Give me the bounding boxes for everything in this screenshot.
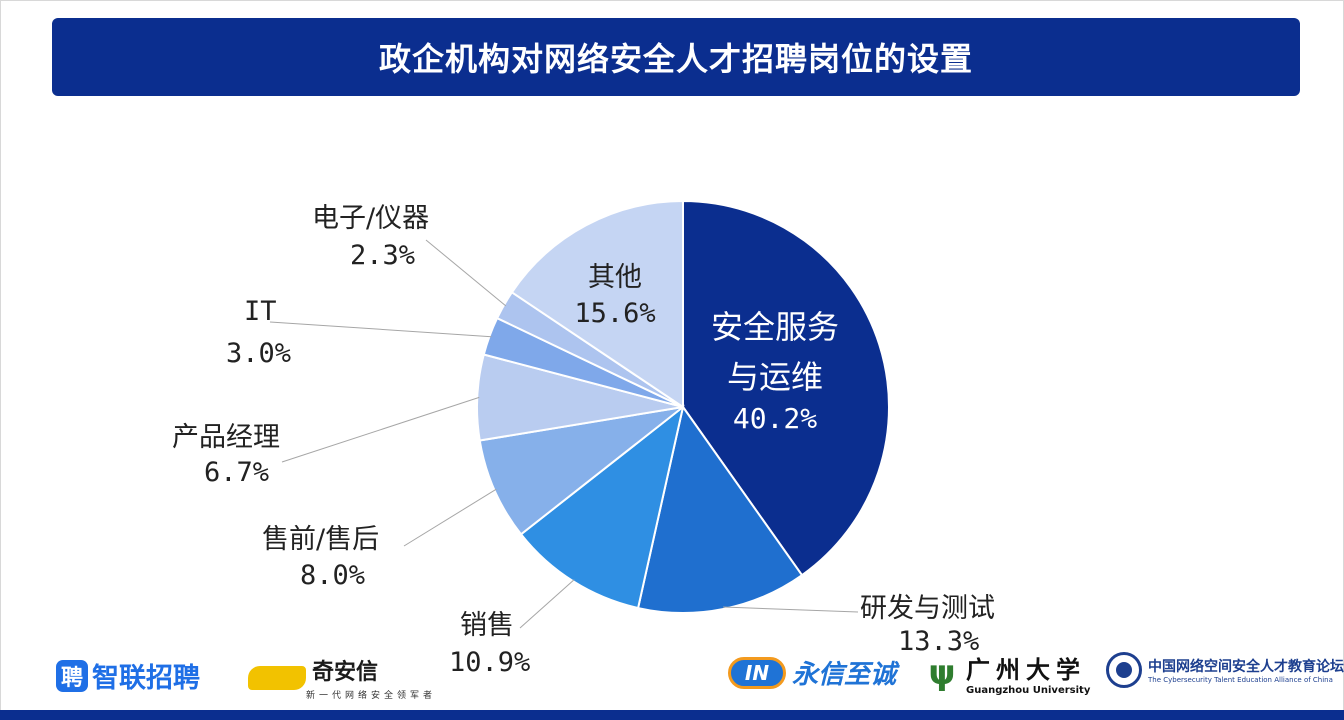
yongxin-badge-icon: IN <box>728 656 786 689</box>
csa-text-group: 中国网络空间安全人才教育论坛 The Cybersecurity Talent … <box>1148 656 1344 684</box>
yongxin-logo: IN 永信至诚 <box>728 654 896 691</box>
csa-logo: 中国网络空间安全人才教育论坛 The Cybersecurity Talent … <box>1106 652 1344 688</box>
slice-label-product-manager: 产品经理 <box>172 422 280 453</box>
slice-value-rd-testing: 13.3% <box>898 626 980 657</box>
slice-label-security-ops: 安全服务 与运维 <box>695 302 855 402</box>
slice-label-line: 安全服务 <box>710 308 839 346</box>
slice-label-rd-testing: 研发与测试 <box>860 593 995 624</box>
leader-line-6 <box>425 239 507 307</box>
qianxin-mark-icon <box>248 665 306 690</box>
zhaopin-logo-text: 智联招聘 <box>92 663 200 694</box>
yongxin-logo-text: 永信至诚 <box>792 660 897 690</box>
csa-logo-text: 中国网络空间安全人才教育论坛 <box>1148 659 1344 675</box>
pie-slice-1 <box>636 404 804 615</box>
slice-label-other: 其他 <box>588 262 642 293</box>
slice-value-electronics: 2.3% <box>350 240 416 271</box>
slice-label-electronics: 电子/仪器 <box>312 203 430 234</box>
slice-value-it: 3.0% <box>226 338 292 369</box>
pie-slices <box>476 199 890 615</box>
gzhu-logo-subtitle: Guangzhou University <box>966 685 1091 696</box>
slice-value-other: 15.6% <box>574 298 656 329</box>
zhaopin-logo: 聘 智联招聘 <box>56 656 200 695</box>
slice-label-presales-aftersales: 售前/售后 <box>262 524 380 555</box>
leader-line-4 <box>281 396 480 463</box>
qianxin-logo: 奇安信 新一代网络安全领军者 <box>248 654 436 701</box>
slice-label-line: 与运维 <box>726 358 823 396</box>
pie-slice-2 <box>519 404 685 610</box>
csa-logo-subtitle: The Cybersecurity Talent Education Allia… <box>1148 676 1333 684</box>
gzhu-logo-text: 广州大学 <box>966 655 1086 684</box>
qianxin-text-group: 奇安信 新一代网络安全领军者 <box>306 654 436 701</box>
qianxin-logo-text: 奇安信 <box>312 660 379 685</box>
gzhu-emblem-icon: ψ <box>928 653 956 693</box>
pie-slice-0 <box>682 199 890 577</box>
slice-value-sales: 10.9% <box>449 647 531 678</box>
csa-emblem-icon <box>1106 652 1142 688</box>
bottom-accent-bar <box>0 710 1344 720</box>
zhaopin-badge-icon: 聘 <box>56 659 88 692</box>
leader-line-3 <box>403 488 497 547</box>
pie-slice-7 <box>510 199 684 409</box>
slice-label-it: IT <box>244 296 277 327</box>
gzhu-text-group: 广州大学 Guangzhou University <box>966 650 1090 696</box>
leader-line-1 <box>723 606 859 613</box>
title-banner: 政企机构对网络安全人才招聘岗位的设置 <box>52 18 1300 96</box>
slice-value-presales-aftersales: 8.0% <box>300 560 366 591</box>
leader-line-5 <box>269 321 492 338</box>
chart-title: 政企机构对网络安全人才招聘岗位的设置 <box>378 40 973 78</box>
slice-label-sales: 销售 <box>460 610 514 641</box>
qianxin-slogan: 新一代网络安全领军者 <box>306 691 437 701</box>
leader-lines <box>269 239 859 629</box>
slice-value-security-ops: 40.2% <box>732 402 818 435</box>
csa-emblem-core <box>1116 662 1132 678</box>
slice-value-product-manager: 6.7% <box>204 457 270 488</box>
leader-line-2 <box>519 579 575 629</box>
gzhu-logo: ψ 广州大学 Guangzhou University <box>922 650 1091 696</box>
